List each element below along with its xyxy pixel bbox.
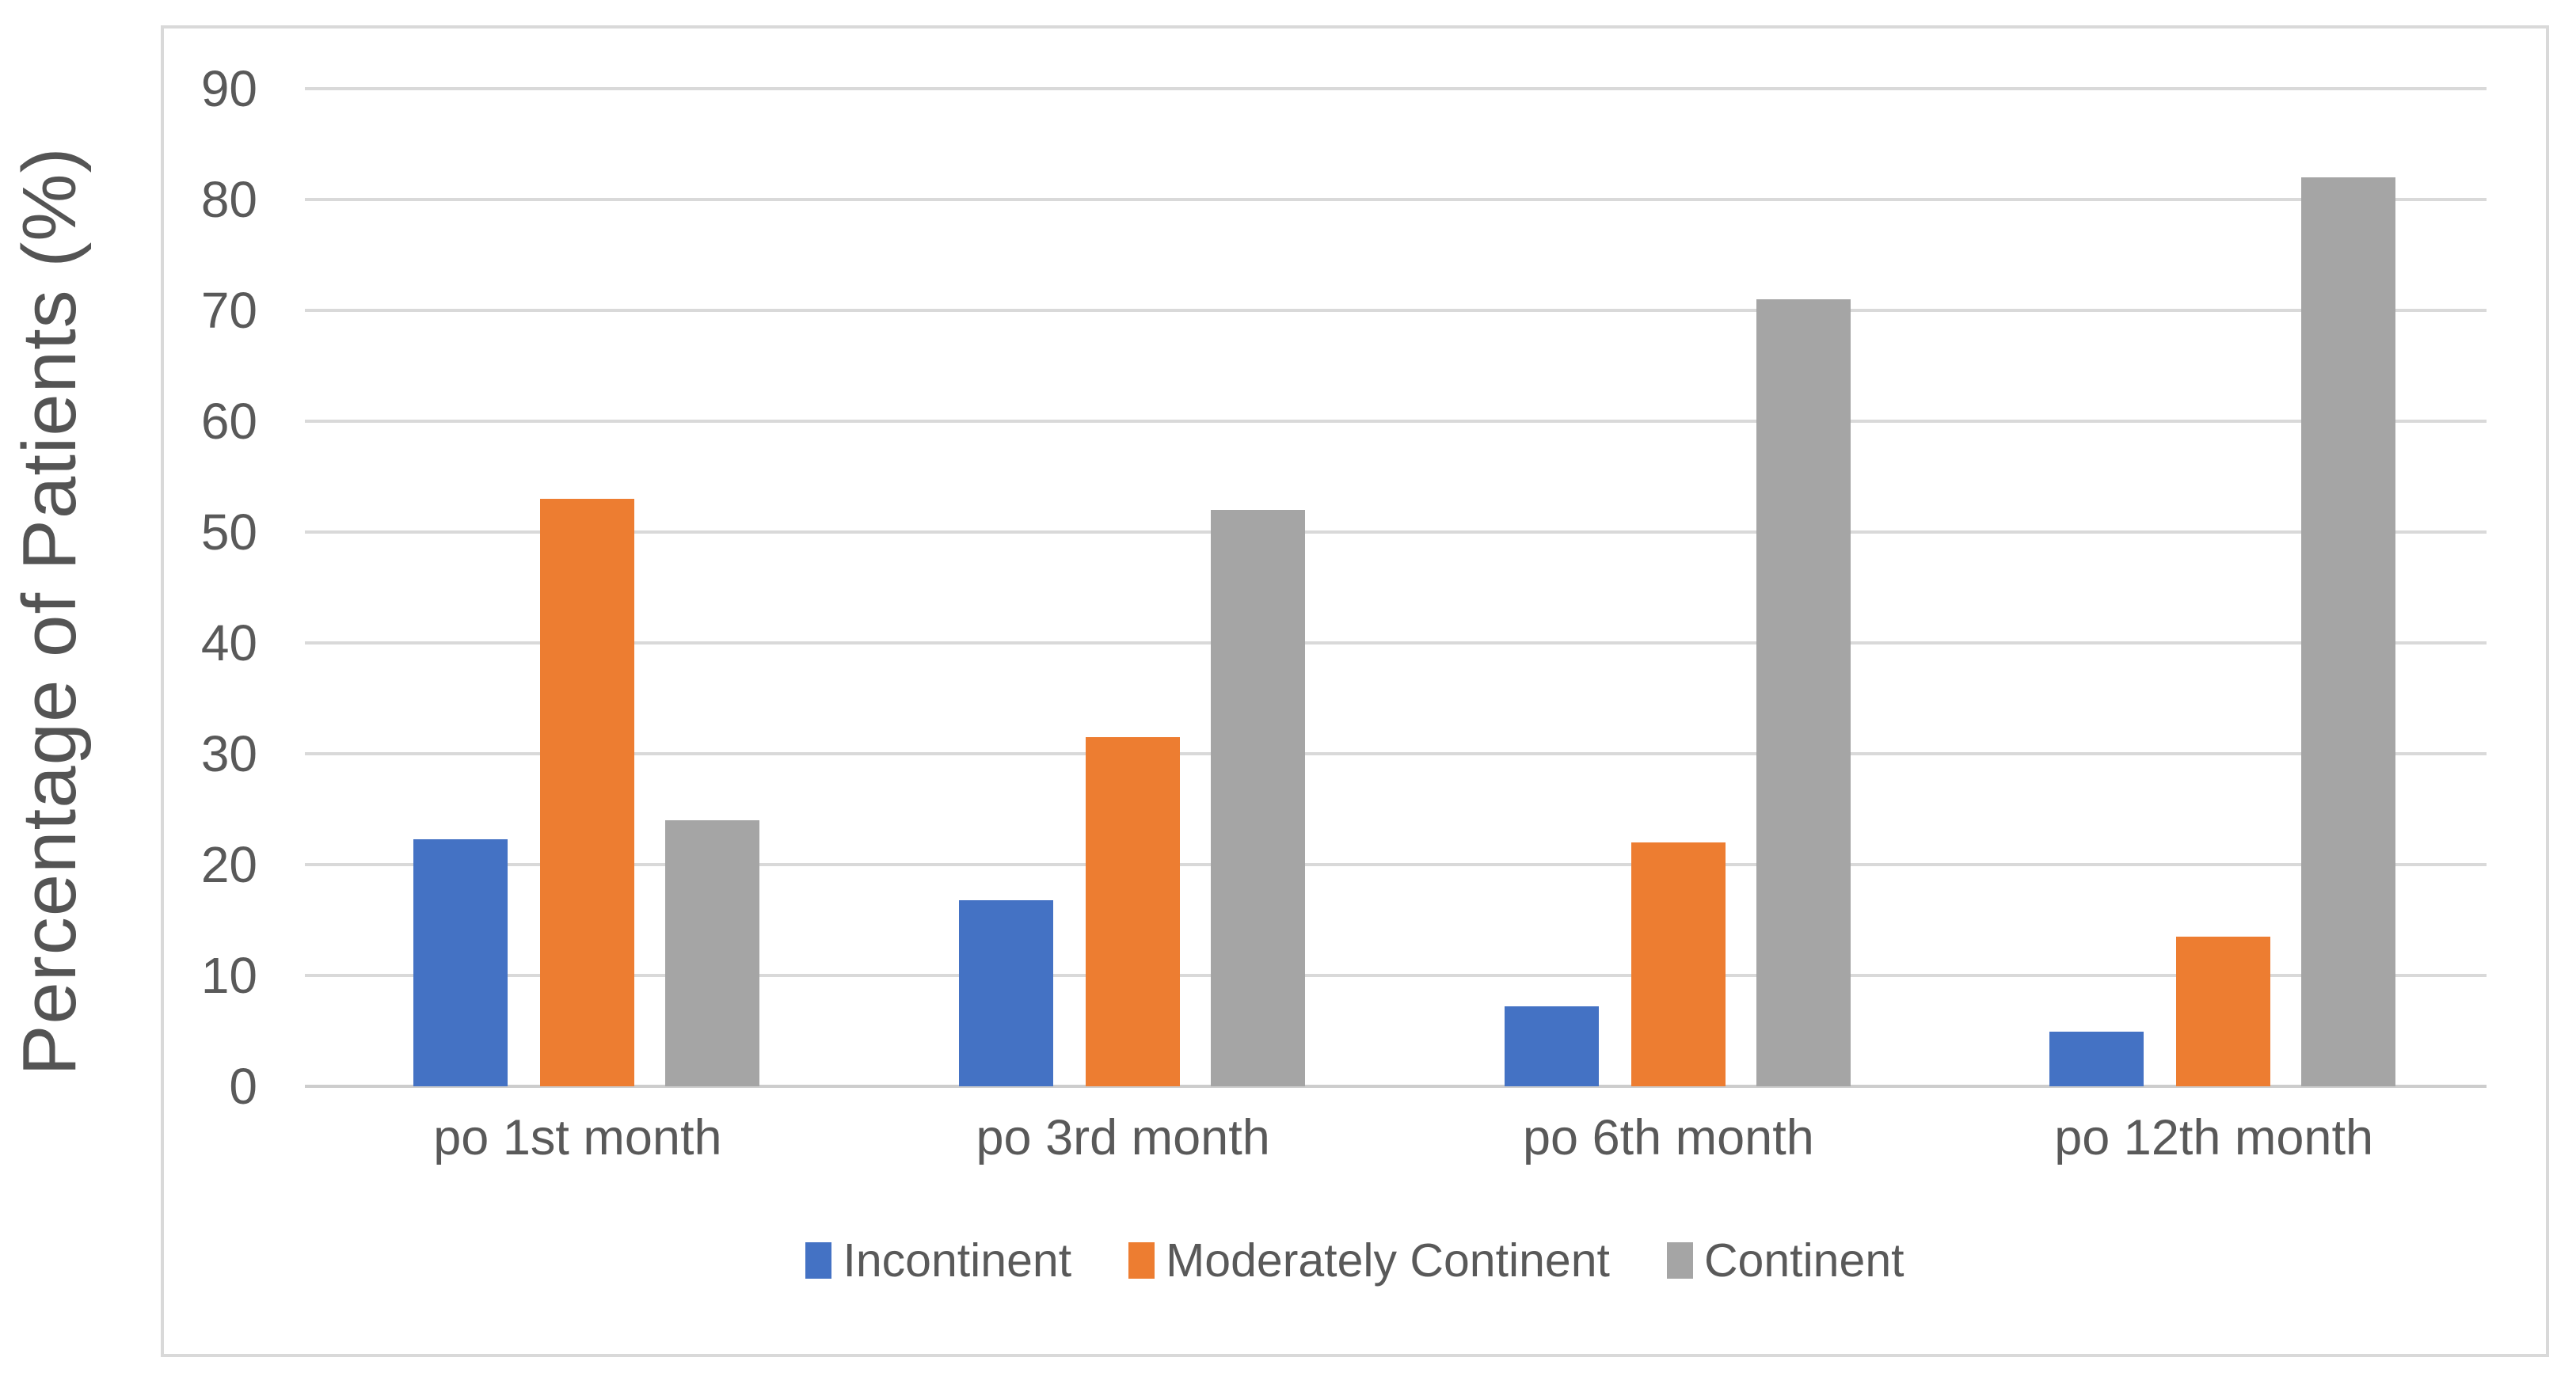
bar-moderately-continent-3: [1630, 842, 1726, 1086]
gridline: [305, 530, 2487, 534]
bar-moderately-continent-4: [2176, 937, 2271, 1086]
legend-swatch-icon: [805, 1242, 832, 1279]
plot-area: [305, 87, 2487, 1088]
bar-continent-1: [665, 820, 759, 1086]
x-axis-label: po 12th month: [2054, 1110, 2374, 1165]
bar-moderately-continent-1: [540, 499, 634, 1086]
bar-incontinent-4: [2049, 1032, 2144, 1086]
bar-moderately-continent-2: [1085, 737, 1180, 1086]
legend-label: Incontinent: [843, 1234, 1072, 1287]
x-axis-label: po 3rd month: [976, 1110, 1270, 1165]
y-tick-label: 80: [200, 171, 257, 228]
legend-item-continent: Continent: [1666, 1234, 1904, 1287]
gridline: [305, 974, 2487, 977]
bar-incontinent-2: [958, 899, 1053, 1086]
legend-item-incontinent: Incontinent: [805, 1234, 1071, 1287]
gridline: [305, 87, 2487, 90]
legend-label: Continent: [1703, 1234, 1904, 1287]
gridline: [305, 198, 2487, 201]
legend: Incontinent Moderately Continent Continent: [161, 1234, 2549, 1287]
y-tick-label: 10: [200, 947, 257, 1004]
y-tick-label: 90: [200, 60, 257, 117]
y-tick-label: 20: [200, 836, 257, 893]
gridline: [305, 752, 2487, 755]
bar-continent-3: [1756, 299, 1851, 1086]
gridline: [305, 641, 2487, 644]
legend-label: Moderately Continent: [1166, 1234, 1610, 1287]
legend-swatch-icon: [1666, 1242, 1693, 1279]
x-axis-label: po 6th month: [1522, 1110, 1814, 1165]
y-tick-label: 60: [200, 393, 257, 450]
bar-incontinent-3: [1504, 1006, 1599, 1086]
x-axis-label: po 1st month: [433, 1110, 722, 1165]
bar-continent-4: [2301, 177, 2396, 1086]
legend-swatch-icon: [1128, 1242, 1155, 1279]
gridline: [305, 863, 2487, 866]
gridline: [305, 309, 2487, 312]
y-tick-label: 30: [200, 725, 257, 782]
bar-incontinent-1: [413, 838, 508, 1086]
y-tick-label: 40: [200, 614, 257, 671]
gridline: [305, 420, 2487, 423]
y-tick-label: 50: [200, 504, 257, 561]
legend-item-moderately-continent: Moderately Continent: [1128, 1234, 1610, 1287]
x-axis-line: [305, 1085, 2487, 1088]
y-tick-label: 0: [229, 1058, 257, 1115]
y-tick-label: 70: [200, 282, 257, 339]
bar-continent-2: [1210, 510, 1305, 1086]
